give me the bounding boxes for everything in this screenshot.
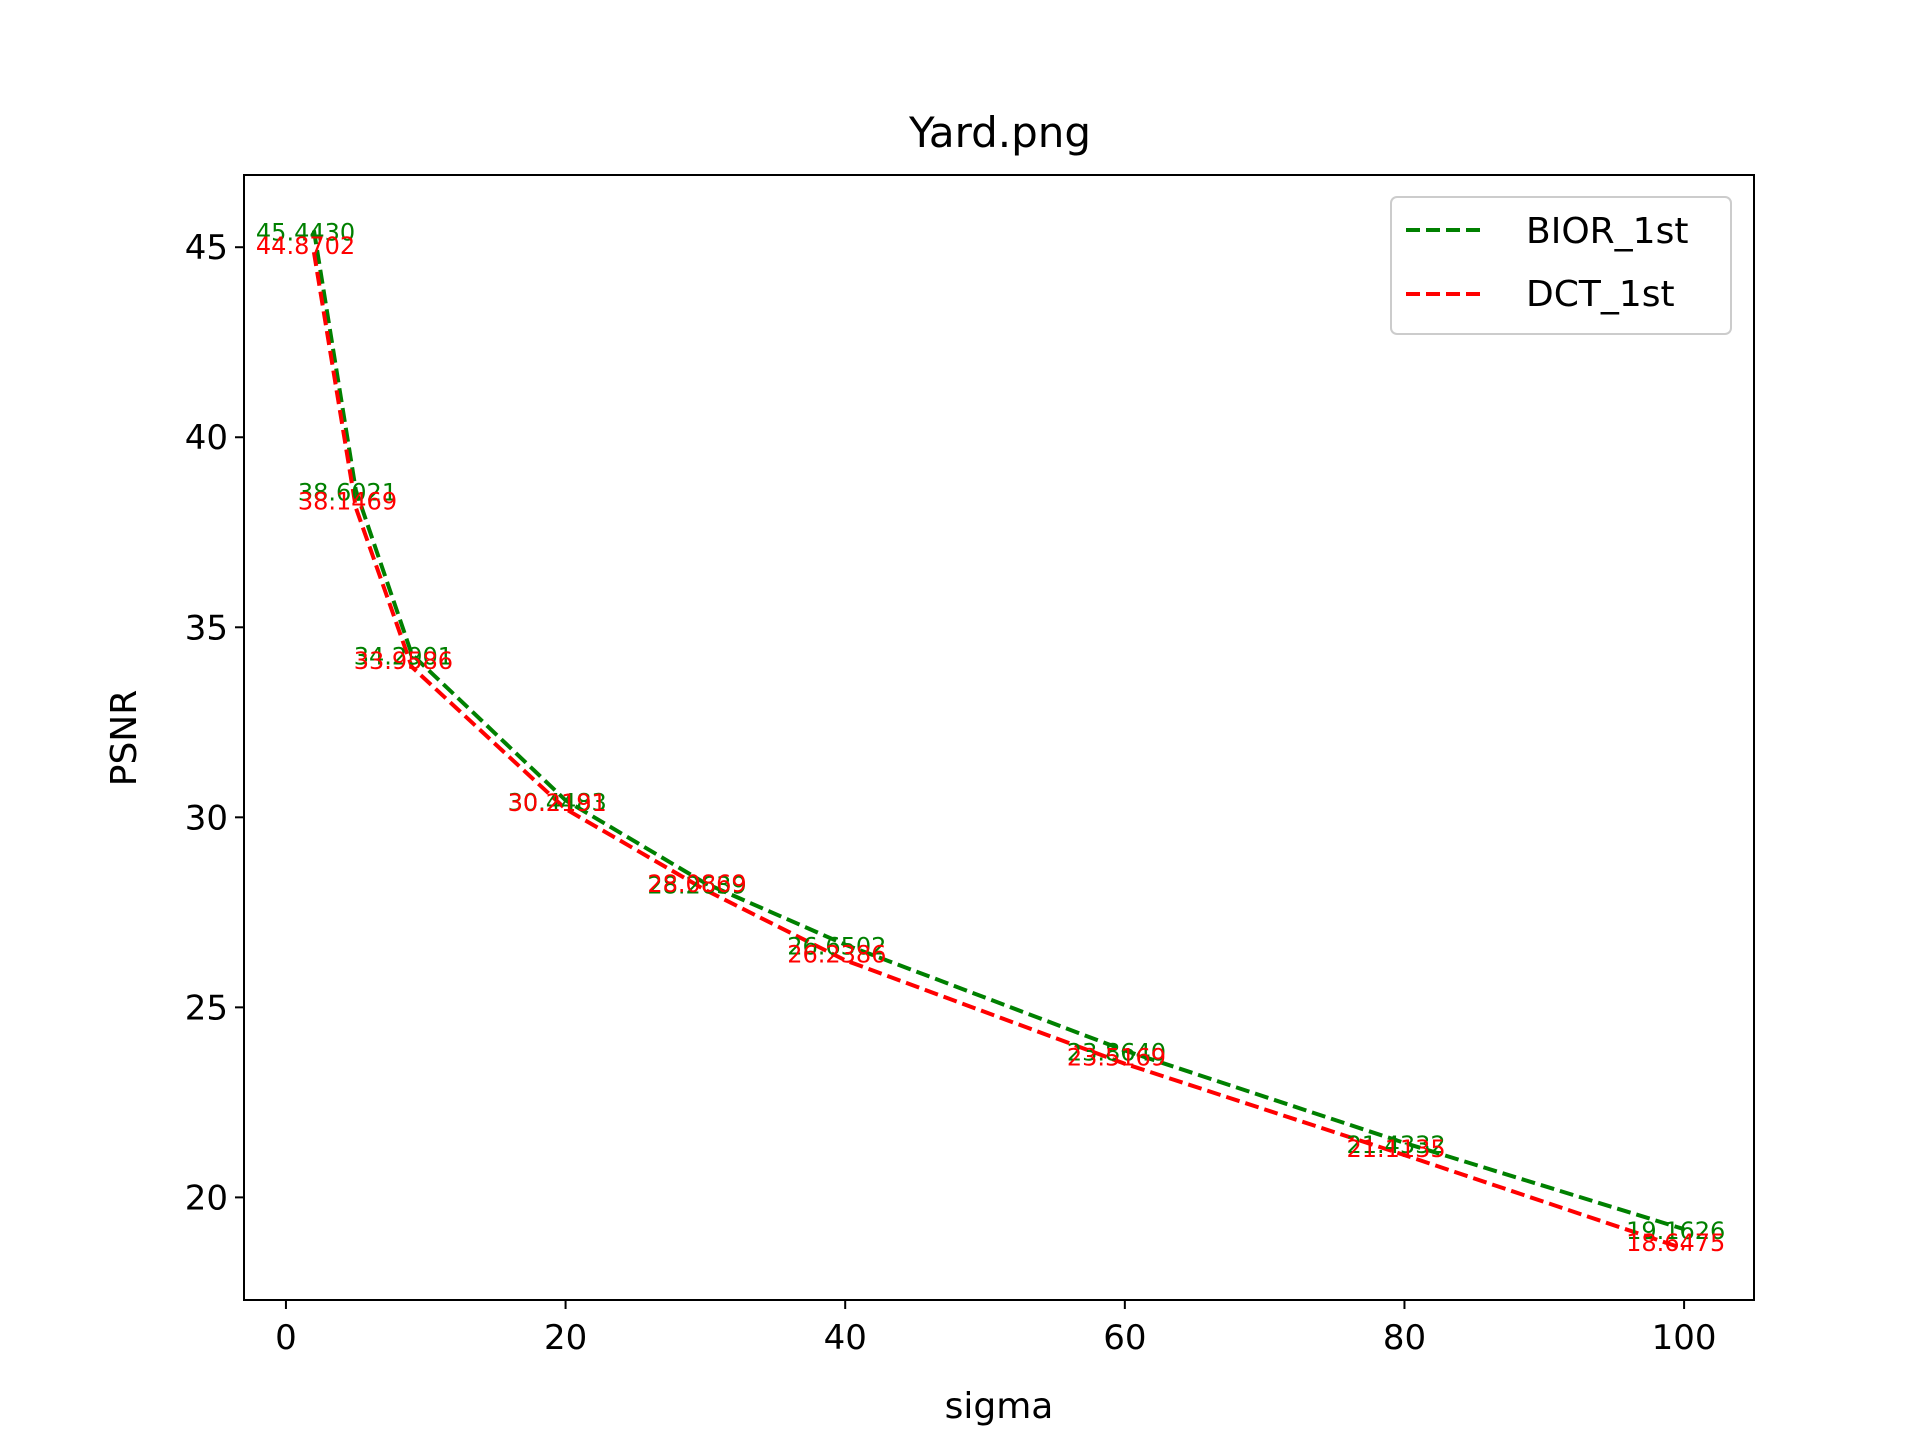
- x-axis: 0 20 40 60 80 100: [275, 1300, 1717, 1358]
- data-labels-layer: 45.4430 38.6021 34.2901 30.4483 28.2639 26.65…: [256, 218, 1725, 1256]
- x-tick-label: 60: [1103, 1318, 1146, 1358]
- legend[interactable]: BIOR_1st DCT_1st: [1390, 196, 1732, 335]
- y-axis: 20 25 30 35 40 45: [185, 228, 244, 1218]
- data-label-bior-1st: 19.1626: [1626, 1217, 1725, 1245]
- data-label-dct-1st: 38.1469: [298, 488, 397, 516]
- series-line-bior-1st: [311, 230, 1685, 1232]
- x-tick-label: 80: [1383, 1318, 1426, 1358]
- data-label-bior-1st: 21.4332: [1346, 1131, 1445, 1159]
- y-tick-label: 35: [185, 608, 228, 648]
- data-label-dct-1st: 18.6475: [1626, 1229, 1725, 1257]
- data-label-dct-1st: 21.1135: [1346, 1135, 1445, 1163]
- data-label-dct-1st: 44.8702: [256, 232, 355, 260]
- series-layer: [311, 230, 1685, 1251]
- data-label-dct-1st: 26.2386: [787, 940, 886, 968]
- y-tick-label: 25: [185, 988, 228, 1028]
- x-axis-label: sigma: [945, 1386, 1054, 1427]
- data-label-dct-1st: 33.9586: [354, 647, 453, 675]
- series-line-dct-1st: [311, 251, 1685, 1251]
- data-label-bior-1st: 23.8640: [1067, 1039, 1166, 1067]
- y-axis-label: PSNR: [104, 690, 145, 787]
- data-label-bior-1st: 26.6502: [787, 933, 886, 961]
- data-label-bior-1st: 38.6021: [298, 478, 397, 506]
- x-tick-label: 20: [544, 1318, 587, 1358]
- data-label-dct-1st: 28.0869: [647, 870, 746, 898]
- legend-entry-dct: DCT_1st: [1526, 274, 1675, 315]
- x-tick-label: 100: [1652, 1318, 1717, 1358]
- data-label-dct-1st: 30.2191: [508, 789, 607, 817]
- data-label-bior-1st: 28.2639: [647, 871, 746, 899]
- data-label-dct-1st: 23.5169: [1067, 1044, 1166, 1072]
- x-tick-label: 0: [275, 1318, 297, 1358]
- y-tick-label: 40: [185, 418, 228, 458]
- legend-entry-bior: BIOR_1st: [1526, 211, 1688, 252]
- y-tick-label: 45: [185, 228, 228, 268]
- chart-title: Yard.png: [908, 108, 1091, 157]
- plot-area-frame: [243, 174, 1755, 1301]
- data-label-bior-1st: 45.4430: [256, 218, 355, 246]
- x-tick-label: 40: [824, 1318, 867, 1358]
- y-tick-label: 30: [185, 798, 228, 838]
- y-tick-label: 20: [185, 1178, 228, 1218]
- data-label-bior-1st: 34.2901: [354, 642, 453, 670]
- data-label-bior-1st: 30.4483: [508, 788, 607, 816]
